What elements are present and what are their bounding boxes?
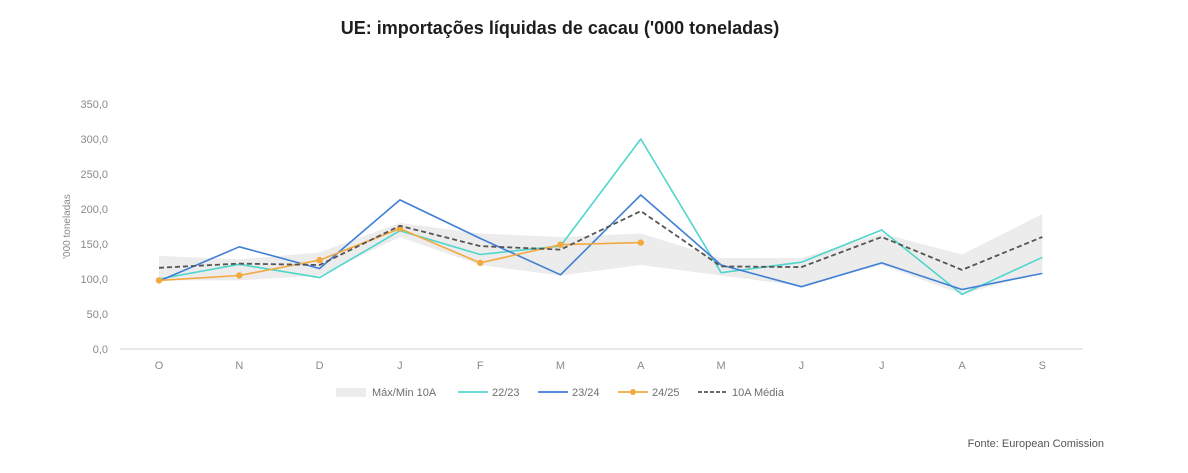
- series-layer: [155, 138, 1043, 296]
- y-tick-label: 200,0: [80, 204, 108, 216]
- y-tick-label: 100,0: [80, 274, 108, 286]
- axis-layer: 0,0 50,0 100,0 150,0 200,0 250,0 300,0 350,0 O N D…: [62, 99, 1083, 372]
- y-tick-label: 250,0: [80, 169, 108, 181]
- legend-label: 24/25: [652, 387, 680, 399]
- series-point-24-25: [316, 256, 323, 264]
- legend-marker-24-25: [630, 389, 636, 395]
- x-tick-label: M: [556, 360, 565, 372]
- series-line-10a-m-dia: [158, 210, 1043, 271]
- series-line-22-23: [158, 138, 1043, 296]
- legend: Máx/Min 10A 22/23 23/24 24/25 10A Média: [336, 387, 785, 399]
- chart-title: UE: importações líquidas de cacau ('000 …: [340, 18, 780, 38]
- series-point-24-25: [477, 259, 484, 267]
- legend-label: 23/24: [572, 387, 600, 399]
- y-tick-label: 50,0: [87, 309, 108, 321]
- minmax-band: [159, 213, 1043, 295]
- series-point-24-25: [637, 239, 644, 246]
- series-point-24-25: [557, 241, 564, 248]
- legend-label: 22/23: [492, 387, 520, 399]
- series-point-24-25: [236, 272, 243, 279]
- x-tick-label: A: [958, 360, 966, 372]
- series-point-24-25: [155, 277, 163, 284]
- x-tick-label: J: [397, 360, 403, 372]
- y-tick-label: 350,0: [80, 99, 108, 111]
- y-axis-label: '000 toneladas: [62, 194, 73, 259]
- x-tick-label: M: [717, 360, 726, 372]
- x-tick-label: N: [235, 360, 243, 372]
- x-tick-label: J: [879, 360, 885, 372]
- x-tick-label: F: [477, 360, 484, 372]
- legend-label: Máx/Min 10A: [372, 387, 437, 399]
- x-tick-label: S: [1039, 360, 1046, 372]
- x-tick-label: J: [799, 360, 805, 372]
- y-tick-label: 150,0: [80, 239, 108, 251]
- y-tick-label: 300,0: [80, 134, 108, 146]
- source-note: Fonte: European Comission: [967, 438, 1104, 450]
- x-tick-label: A: [637, 360, 645, 372]
- y-tick-label: 0,0: [93, 344, 108, 356]
- x-tick-label: D: [316, 360, 324, 372]
- x-tick-label: O: [155, 360, 164, 372]
- minmax-band-layer: [159, 213, 1043, 295]
- legend-label: 10A Média: [732, 387, 785, 399]
- legend-swatch-band: [336, 388, 366, 397]
